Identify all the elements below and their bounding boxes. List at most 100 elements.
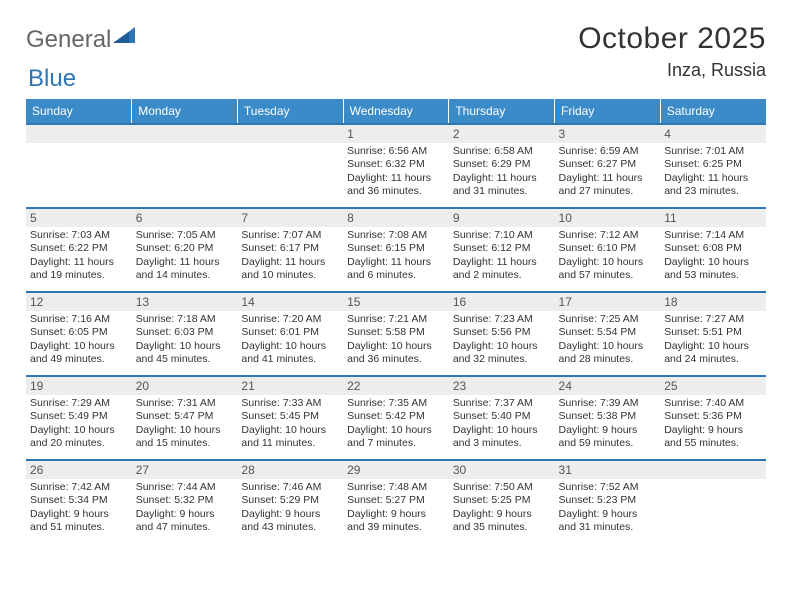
calendar-cell: 2 Sunrise: 6:58 AMSunset: 6:29 PMDaylight… — [449, 124, 555, 208]
calendar-cell: 26 Sunrise: 7:42 AMSunset: 5:34 PMDayligh… — [26, 460, 132, 544]
day-info: Sunrise: 7:35 AMSunset: 5:42 PMDaylight:… — [347, 397, 445, 451]
day-number: 22 — [343, 377, 449, 395]
day-number: 3 — [555, 125, 661, 143]
day-info: Sunrise: 7:44 AMSunset: 5:32 PMDaylight:… — [136, 481, 234, 535]
calendar-cell: 3 Sunrise: 6:59 AMSunset: 6:27 PMDaylight… — [555, 124, 661, 208]
calendar-cell — [132, 124, 238, 208]
day-number: 20 — [132, 377, 238, 395]
logo-text-blue: Blue — [28, 65, 76, 92]
calendar-head: SundayMondayTuesdayWednesdayThursdayFrid… — [26, 99, 766, 124]
day-info: Sunrise: 7:21 AMSunset: 5:58 PMDaylight:… — [347, 313, 445, 367]
day-number-empty — [26, 125, 132, 143]
day-info: Sunrise: 7:27 AMSunset: 5:51 PMDaylight:… — [664, 313, 762, 367]
day-header: Sunday — [26, 99, 132, 124]
day-info: Sunrise: 7:05 AMSunset: 6:20 PMDaylight:… — [136, 229, 234, 283]
day-info: Sunrise: 7:14 AMSunset: 6:08 PMDaylight:… — [664, 229, 762, 283]
calendar-cell — [26, 124, 132, 208]
day-number: 14 — [237, 293, 343, 311]
day-header: Tuesday — [237, 99, 343, 124]
month-title: October 2025 — [578, 22, 766, 56]
calendar-row: 12Sunrise: 7:16 AMSunset: 6:05 PMDayligh… — [26, 292, 766, 376]
day-number: 2 — [449, 125, 555, 143]
day-number: 1 — [343, 125, 449, 143]
day-number: 5 — [26, 209, 132, 227]
day-number: 30 — [449, 461, 555, 479]
day-info: Sunrise: 7:18 AMSunset: 6:03 PMDaylight:… — [136, 313, 234, 367]
day-number: 31 — [555, 461, 661, 479]
day-header: Saturday — [660, 99, 766, 124]
day-number: 13 — [132, 293, 238, 311]
calendar-cell: 10Sunrise: 7:12 AMSunset: 6:10 PMDayligh… — [555, 208, 661, 292]
calendar-row: 26 Sunrise: 7:42 AMSunset: 5:34 PMDayligh… — [26, 460, 766, 544]
calendar-cell: 23Sunrise: 7:37 AMSunset: 5:40 PMDayligh… — [449, 376, 555, 460]
calendar-cell: 20 Sunrise: 7:31 AMSunset: 5:47 PMDayligh… — [132, 376, 238, 460]
calendar-row: 5Sunrise: 7:03 AMSunset: 6:22 PMDaylight… — [26, 208, 766, 292]
day-number: 27 — [132, 461, 238, 479]
day-number: 16 — [449, 293, 555, 311]
calendar-body: 1 Sunrise: 6:56 AMSunset: 6:32 PMDaylight… — [26, 124, 766, 544]
day-info: Sunrise: 7:37 AMSunset: 5:40 PMDaylight:… — [453, 397, 551, 451]
calendar-cell: 29 Sunrise: 7:48 AMSunset: 5:27 PMDayligh… — [343, 460, 449, 544]
day-info: Sunrise: 6:59 AMSunset: 6:27 PMDaylight:… — [559, 145, 657, 199]
logo-text-general: General — [26, 26, 111, 54]
day-info: Sunrise: 7:20 AMSunset: 6:01 PMDaylight:… — [241, 313, 339, 367]
day-info: Sunrise: 7:29 AMSunset: 5:49 PMDaylight:… — [30, 397, 128, 451]
calendar-page: General October 2025 Inza, Russia Blue S… — [0, 0, 792, 544]
calendar-cell: 30 Sunrise: 7:50 AMSunset: 5:25 PMDayligh… — [449, 460, 555, 544]
day-number: 8 — [343, 209, 449, 227]
day-info: Sunrise: 6:56 AMSunset: 6:32 PMDaylight:… — [347, 145, 445, 199]
day-info: Sunrise: 7:39 AMSunset: 5:38 PMDaylight:… — [559, 397, 657, 451]
calendar-row: 1 Sunrise: 6:56 AMSunset: 6:32 PMDaylight… — [26, 124, 766, 208]
day-number: 28 — [237, 461, 343, 479]
day-info: Sunrise: 7:31 AMSunset: 5:47 PMDaylight:… — [136, 397, 234, 451]
day-number: 24 — [555, 377, 661, 395]
day-info: Sunrise: 7:16 AMSunset: 6:05 PMDaylight:… — [30, 313, 128, 367]
calendar-cell: 4 Sunrise: 7:01 AMSunset: 6:25 PMDaylight… — [660, 124, 766, 208]
day-number: 21 — [237, 377, 343, 395]
day-info: Sunrise: 7:52 AMSunset: 5:23 PMDaylight:… — [559, 481, 657, 535]
calendar-cell: 9 Sunrise: 7:10 AMSunset: 6:12 PMDaylight… — [449, 208, 555, 292]
day-info: Sunrise: 6:58 AMSunset: 6:29 PMDaylight:… — [453, 145, 551, 199]
day-number: 9 — [449, 209, 555, 227]
day-info: Sunrise: 7:40 AMSunset: 5:36 PMDaylight:… — [664, 397, 762, 451]
day-info: Sunrise: 7:46 AMSunset: 5:29 PMDaylight:… — [241, 481, 339, 535]
calendar-cell: 8Sunrise: 7:08 AMSunset: 6:15 PMDaylight… — [343, 208, 449, 292]
logo-triangle-icon — [113, 25, 135, 43]
calendar-cell: 27 Sunrise: 7:44 AMSunset: 5:32 PMDayligh… — [132, 460, 238, 544]
day-header: Monday — [132, 99, 238, 124]
calendar-row: 19 Sunrise: 7:29 AMSunset: 5:49 PMDayligh… — [26, 376, 766, 460]
day-info: Sunrise: 7:50 AMSunset: 5:25 PMDaylight:… — [453, 481, 551, 535]
day-info: Sunrise: 7:07 AMSunset: 6:17 PMDaylight:… — [241, 229, 339, 283]
day-info: Sunrise: 7:42 AMSunset: 5:34 PMDaylight:… — [30, 481, 128, 535]
day-number: 25 — [660, 377, 766, 395]
calendar-cell — [237, 124, 343, 208]
day-info: Sunrise: 7:33 AMSunset: 5:45 PMDaylight:… — [241, 397, 339, 451]
calendar-cell: 31 Sunrise: 7:52 AMSunset: 5:23 PMDayligh… — [555, 460, 661, 544]
day-info: Sunrise: 7:10 AMSunset: 6:12 PMDaylight:… — [453, 229, 551, 283]
day-number: 11 — [660, 209, 766, 227]
calendar-cell: 14 Sunrise: 7:20 AMSunset: 6:01 PMDayligh… — [237, 292, 343, 376]
day-number: 4 — [660, 125, 766, 143]
day-header: Friday — [555, 99, 661, 124]
day-number: 6 — [132, 209, 238, 227]
day-info: Sunrise: 7:12 AMSunset: 6:10 PMDaylight:… — [559, 229, 657, 283]
day-number: 29 — [343, 461, 449, 479]
calendar-cell: 18 Sunrise: 7:27 AMSunset: 5:51 PMDayligh… — [660, 292, 766, 376]
day-number: 18 — [660, 293, 766, 311]
day-number: 19 — [26, 377, 132, 395]
calendar-cell: 1 Sunrise: 6:56 AMSunset: 6:32 PMDaylight… — [343, 124, 449, 208]
day-number: 15 — [343, 293, 449, 311]
day-info: Sunrise: 7:01 AMSunset: 6:25 PMDaylight:… — [664, 145, 762, 199]
day-number: 26 — [26, 461, 132, 479]
calendar-table: SundayMondayTuesdayWednesdayThursdayFrid… — [26, 99, 766, 544]
calendar-cell: 25 Sunrise: 7:40 AMSunset: 5:36 PMDayligh… — [660, 376, 766, 460]
calendar-cell — [660, 460, 766, 544]
day-number: 7 — [237, 209, 343, 227]
day-header: Thursday — [449, 99, 555, 124]
day-number-empty — [237, 125, 343, 143]
calendar-cell: 28 Sunrise: 7:46 AMSunset: 5:29 PMDayligh… — [237, 460, 343, 544]
calendar-cell: 22 Sunrise: 7:35 AMSunset: 5:42 PMDayligh… — [343, 376, 449, 460]
day-info: Sunrise: 7:48 AMSunset: 5:27 PMDaylight:… — [347, 481, 445, 535]
calendar-cell: 7 Sunrise: 7:07 AMSunset: 6:17 PMDaylight… — [237, 208, 343, 292]
location: Inza, Russia — [578, 60, 766, 81]
